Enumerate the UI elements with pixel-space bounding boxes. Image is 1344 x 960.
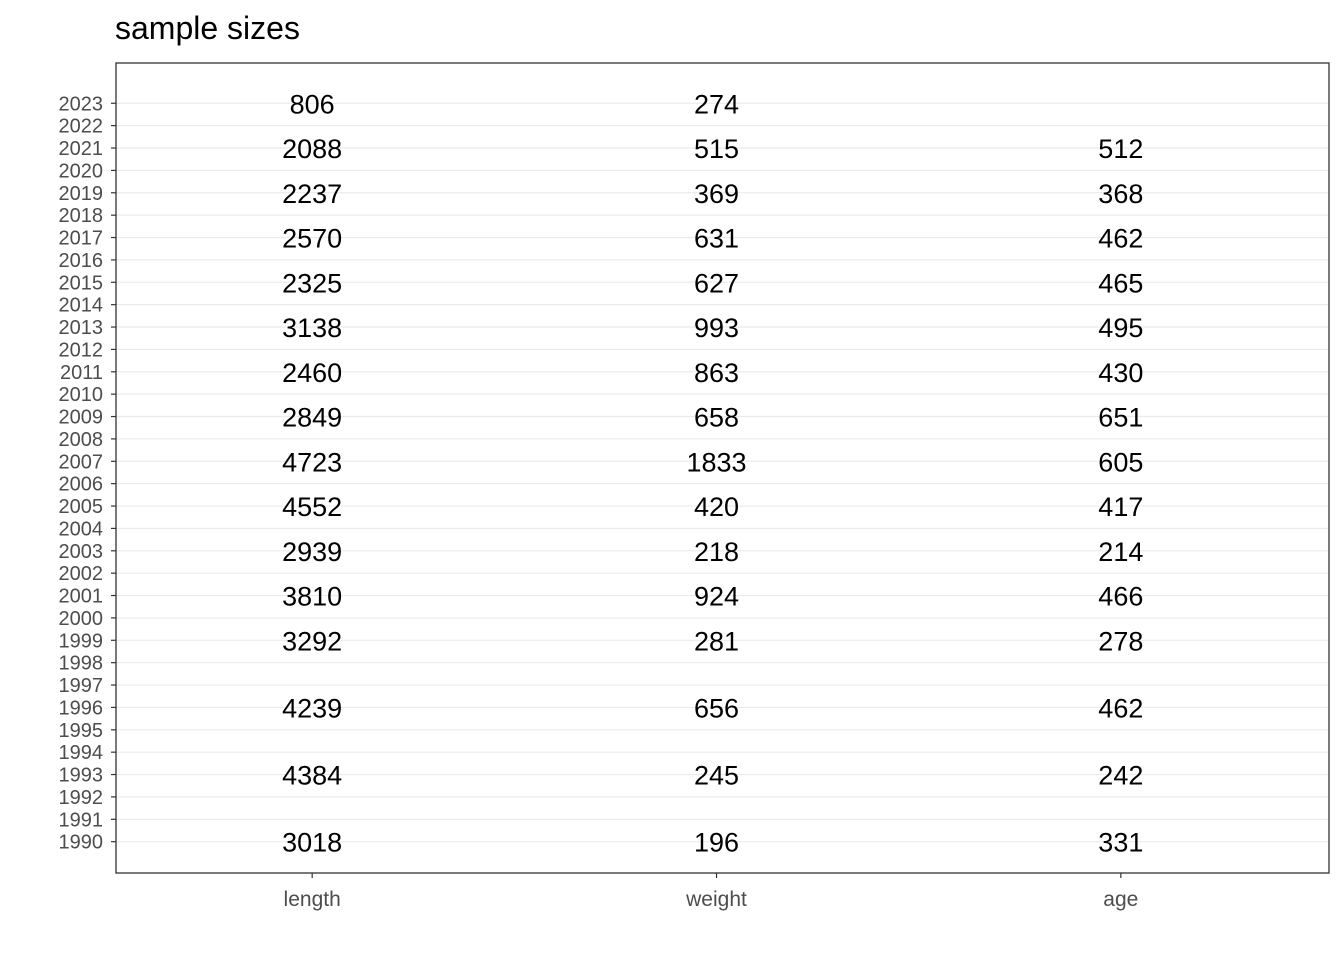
y-tick-label: 2020 bbox=[59, 160, 104, 182]
table-cells: 806 274 2088 515 512 2237 369 368 2570 631 462 2325… bbox=[282, 89, 1143, 857]
x-tick-label-length: length bbox=[284, 888, 341, 911]
table-cell-age: 512 bbox=[1098, 134, 1143, 164]
table-cell-weight: 993 bbox=[694, 313, 739, 343]
y-tick-label: 2018 bbox=[59, 205, 104, 227]
table-cell-length: 2939 bbox=[282, 537, 342, 567]
y-tick-label: 1996 bbox=[59, 697, 104, 719]
table-cell-weight: 1833 bbox=[686, 447, 746, 477]
y-tick-label: 2022 bbox=[59, 116, 104, 138]
table-cell-weight: 924 bbox=[694, 582, 739, 612]
y-tick-label: 2011 bbox=[60, 362, 103, 384]
table-cell-weight: 369 bbox=[694, 179, 739, 209]
table-cell-age: 214 bbox=[1098, 537, 1143, 567]
y-tick-label: 2016 bbox=[59, 250, 104, 272]
y-tick-label: 2000 bbox=[59, 608, 104, 630]
y-tick-label: 2003 bbox=[59, 541, 104, 563]
y-tick-label: 1998 bbox=[59, 653, 104, 675]
x-tick-label-weight: weight bbox=[685, 888, 747, 911]
y-tick-label: 2015 bbox=[59, 272, 104, 294]
y-axis: 1990199119921993199419951996199719981999… bbox=[59, 93, 116, 854]
table-cell-length: 2325 bbox=[282, 268, 342, 298]
table-cell-age: 417 bbox=[1098, 492, 1143, 522]
table-cell-weight: 863 bbox=[694, 358, 739, 388]
y-tick-label: 1992 bbox=[59, 787, 104, 809]
y-tick-label: 2021 bbox=[59, 138, 104, 160]
table-cell-length: 4552 bbox=[282, 492, 342, 522]
x-axis: length weight age bbox=[284, 873, 1138, 911]
table-cell-length: 2237 bbox=[282, 179, 342, 209]
y-tick-label: 2012 bbox=[59, 339, 104, 361]
table-cell-length: 3810 bbox=[282, 582, 342, 612]
table-cell-weight: 281 bbox=[694, 626, 739, 656]
y-tick-label: 2005 bbox=[59, 496, 104, 518]
y-tick-label: 2001 bbox=[59, 586, 104, 608]
table-cell-age: 462 bbox=[1098, 224, 1143, 254]
y-tick-label: 2008 bbox=[59, 429, 104, 451]
table-cell-age: 605 bbox=[1098, 447, 1143, 477]
y-tick-label: 2014 bbox=[59, 295, 104, 317]
table-cell-age: 430 bbox=[1098, 358, 1143, 388]
x-tick-label-age: age bbox=[1103, 888, 1138, 911]
table-cell-length: 2570 bbox=[282, 224, 342, 254]
table-cell-length: 2849 bbox=[282, 403, 342, 433]
table-cell-length: 2088 bbox=[282, 134, 342, 164]
y-tick-label: 2019 bbox=[59, 183, 104, 205]
table-cell-length: 3292 bbox=[282, 626, 342, 656]
y-tick-label: 1994 bbox=[59, 742, 104, 764]
table-cell-weight: 245 bbox=[694, 761, 739, 791]
y-tick-label: 2023 bbox=[59, 93, 104, 115]
chart-title: sample sizes bbox=[115, 10, 300, 46]
table-cell-weight: 631 bbox=[694, 224, 739, 254]
table-cell-weight: 218 bbox=[694, 537, 739, 567]
y-tick-label: 2013 bbox=[59, 317, 104, 339]
y-tick-label: 1991 bbox=[59, 809, 104, 831]
y-tick-label: 2007 bbox=[59, 451, 104, 473]
table-cell-age: 651 bbox=[1098, 403, 1143, 433]
table-cell-weight: 420 bbox=[694, 492, 739, 522]
table-cell-age: 331 bbox=[1098, 828, 1143, 858]
y-tick-label: 1999 bbox=[59, 630, 104, 652]
table-cell-length: 4239 bbox=[282, 693, 342, 723]
table-cell-length: 4723 bbox=[282, 447, 342, 477]
table-cell-age: 278 bbox=[1098, 626, 1143, 656]
table-cell-age: 462 bbox=[1098, 693, 1143, 723]
table-cell-age: 242 bbox=[1098, 761, 1143, 791]
table-cell-weight: 627 bbox=[694, 268, 739, 298]
y-tick-label: 2010 bbox=[59, 384, 104, 406]
y-tick-label: 2006 bbox=[59, 474, 104, 496]
grid-lines bbox=[116, 102, 1329, 843]
table-cell-age: 368 bbox=[1098, 179, 1143, 209]
table-cell-weight: 515 bbox=[694, 134, 739, 164]
table-cell-length: 4384 bbox=[282, 761, 342, 791]
table-cell-weight: 656 bbox=[694, 693, 739, 723]
y-tick-label: 2004 bbox=[59, 518, 104, 540]
y-tick-label: 2002 bbox=[59, 563, 104, 585]
y-tick-label: 1990 bbox=[59, 832, 104, 854]
table-cell-length: 806 bbox=[290, 89, 335, 119]
table-cell-length: 3138 bbox=[282, 313, 342, 343]
table-cell-length: 2460 bbox=[282, 358, 342, 388]
table-cell-weight: 274 bbox=[694, 89, 739, 119]
y-tick-label: 1997 bbox=[59, 675, 104, 697]
y-tick-label: 1995 bbox=[59, 720, 104, 742]
y-tick-label: 1993 bbox=[59, 765, 104, 787]
table-cell-age: 495 bbox=[1098, 313, 1143, 343]
table-cell-weight: 196 bbox=[694, 828, 739, 858]
table-cell-weight: 658 bbox=[694, 403, 739, 433]
table-cell-length: 3018 bbox=[282, 828, 342, 858]
y-tick-label: 2009 bbox=[59, 407, 104, 429]
table-cell-age: 466 bbox=[1098, 582, 1143, 612]
panel-border bbox=[115, 62, 1330, 874]
y-tick-label: 2017 bbox=[59, 228, 104, 250]
table-cell-age: 465 bbox=[1098, 268, 1143, 298]
